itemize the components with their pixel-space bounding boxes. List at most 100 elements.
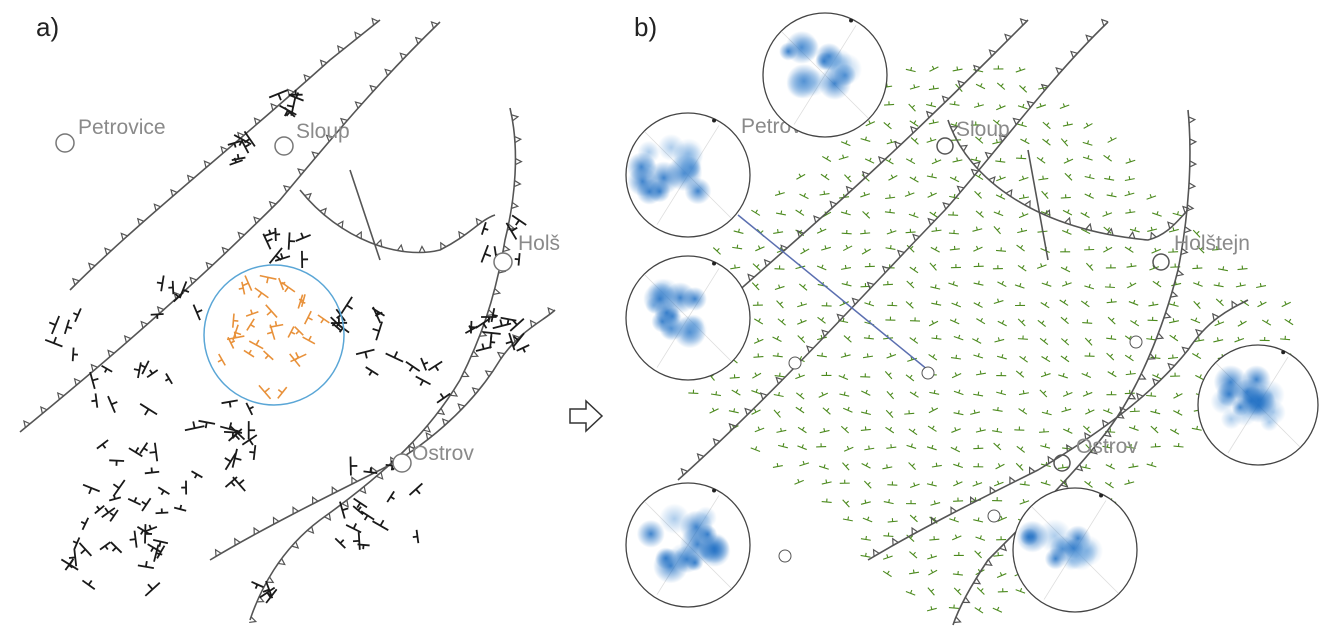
interpolated-symbol (1017, 264, 1027, 272)
interpolated-symbol (774, 372, 785, 378)
interpolated-symbol (905, 66, 916, 73)
interpolated-symbol (992, 265, 1003, 270)
interpolated-symbol (927, 425, 937, 432)
interpolated-symbol (992, 139, 1003, 145)
interpolated-symbol (1082, 319, 1093, 324)
fault-tooth (425, 431, 433, 440)
interpolated-symbol (1130, 319, 1140, 327)
strike-dip-symbol (490, 308, 498, 323)
selected-strike-dip-symbol (242, 275, 253, 292)
interpolated-symbol (1018, 194, 1029, 200)
interpolated-symbol (1063, 157, 1074, 164)
fault-tooth (461, 370, 470, 378)
interpolated-symbol (910, 137, 919, 145)
interpolated-symbol (1124, 190, 1135, 197)
fault-tooth (214, 548, 222, 557)
interpolated-symbol (930, 500, 941, 506)
interpolated-symbol (949, 193, 960, 200)
fault-tooth (408, 444, 416, 453)
interpolated-symbol (1060, 194, 1071, 199)
interpolated-symbol (883, 499, 894, 505)
fault-tooth (423, 425, 432, 433)
stereonet-inset (1197, 344, 1319, 466)
fault-tooth (1147, 353, 1156, 360)
fault-tooth (861, 170, 870, 179)
strike-dip-symbol (71, 347, 78, 362)
strike-dip-symbol (144, 524, 153, 544)
interpolated-symbol (709, 407, 719, 414)
interpolated-symbol (904, 191, 915, 197)
strike-dip-symbol (89, 371, 99, 390)
interpolated-symbol (993, 480, 1004, 487)
fault-tooth (189, 276, 197, 285)
strike-dip-symbol (489, 335, 496, 349)
interpolated-symbol (776, 427, 787, 433)
strike-dip-symbol (181, 480, 188, 495)
interpolated-symbol (1170, 428, 1180, 435)
interpolated-symbol (950, 264, 961, 269)
interpolated-symbol (928, 354, 938, 361)
selected-strike-dip-symbol (226, 331, 245, 341)
interpolated-symbol (973, 245, 983, 252)
interpolated-symbol (948, 229, 959, 235)
strike-dip-symbol (91, 393, 99, 408)
fault-tooth (998, 134, 1007, 142)
interpolated-symbol (926, 481, 937, 487)
interpolated-symbol (864, 263, 875, 268)
fault-tooth (457, 403, 465, 411)
fault-tooth (414, 36, 423, 45)
interpolated-symbol (1062, 121, 1073, 127)
strike-dip-symbol (133, 362, 142, 379)
interpolated-symbol (1014, 426, 1025, 431)
strike-dip-symbol (349, 456, 358, 476)
interpolated-symbol (973, 262, 984, 268)
interpolated-symbol (952, 570, 963, 576)
interpolated-symbol (931, 335, 942, 340)
interpolated-symbol (778, 443, 788, 449)
interpolated-symbol (992, 427, 1003, 433)
interpolated-symbol (1018, 175, 1029, 182)
fault-tooth (836, 313, 844, 321)
fault-tooth (73, 377, 82, 386)
fault-tooth (186, 174, 195, 183)
strike-dip-symbol (155, 545, 166, 559)
interpolated-symbol (839, 391, 850, 397)
fault-tooth (1106, 227, 1114, 236)
fault-tooth (999, 543, 1008, 552)
strike-dip-symbol (360, 510, 375, 521)
north-dot (1281, 350, 1286, 355)
strike-dip-symbol (108, 494, 122, 502)
interpolated-symbol (994, 337, 1005, 343)
strike-dip-symbol (141, 497, 152, 512)
interpolated-symbol (953, 389, 964, 396)
interpolated-symbol (997, 320, 1007, 327)
interpolated-symbol (821, 302, 832, 307)
strike-dip-symbol (264, 229, 277, 237)
fault-tooth (153, 203, 161, 211)
interpolated-symbol (842, 516, 853, 522)
strike-dip-symbol (227, 140, 242, 148)
fault-tooth (136, 217, 145, 226)
fault-tooth (1009, 476, 1016, 485)
interpolated-symbol (974, 190, 983, 199)
interpolated-symbol (906, 534, 915, 542)
interpolated-symbol (1084, 283, 1095, 290)
interpolated-symbol (882, 554, 893, 560)
interpolated-symbol (887, 481, 898, 486)
interpolated-symbol (1193, 281, 1203, 287)
fault-tooth (253, 216, 261, 224)
north-dot (849, 18, 854, 23)
interpolated-symbol (953, 587, 962, 596)
interpolated-symbol (1125, 444, 1136, 449)
map-b: Petrovice Sloup Holštejn Ostrov (625, 12, 1319, 626)
interpolated-symbol (993, 552, 1004, 557)
interpolated-symbol (1129, 407, 1140, 413)
interpolated-symbol (732, 244, 743, 250)
interpolated-symbol (1058, 372, 1068, 379)
interpolated-symbol (908, 103, 916, 112)
panel-a-label: a) (36, 12, 60, 42)
interpolated-symbol (1213, 282, 1224, 288)
map-a: Petrovice Sloup Holštejn Ostrov (19, 17, 560, 624)
strike-dip-symbol (156, 275, 165, 292)
strike-dip-symbol (505, 332, 516, 351)
